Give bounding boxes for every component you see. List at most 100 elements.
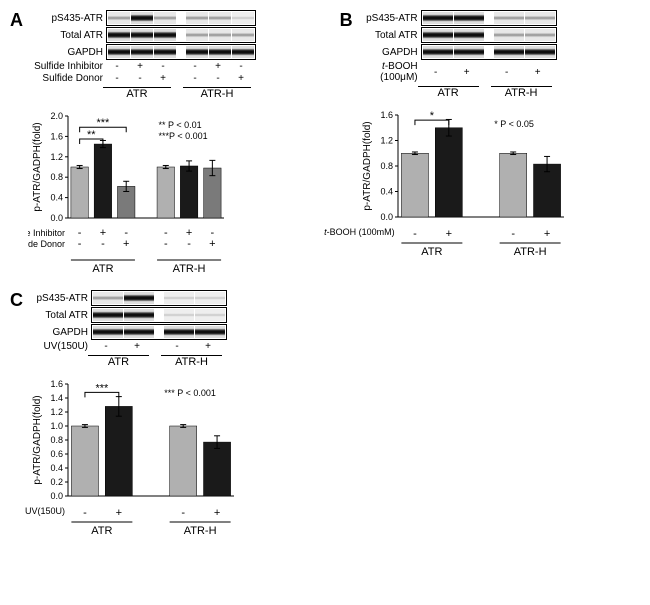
svg-text:***: *** <box>95 382 109 394</box>
treatment-value: - <box>184 73 206 84</box>
blot-band <box>131 46 153 58</box>
treatment-value: + <box>193 341 223 352</box>
blot-band <box>93 292 123 304</box>
blot-lanes <box>421 10 557 26</box>
group-label: ATR <box>88 356 149 368</box>
svg-text:1.4: 1.4 <box>50 393 63 403</box>
treatment-value: - <box>106 61 128 72</box>
svg-text:1.2: 1.2 <box>50 407 63 417</box>
panel-a-label: A <box>10 10 23 31</box>
blot-band <box>525 46 555 58</box>
svg-text:** P < 0.01: ** P < 0.01 <box>158 120 201 130</box>
group-label: ATR <box>103 88 171 100</box>
blot-lanes <box>91 324 227 340</box>
bar-chart: 0.00.40.81.21.62.0p-ATR/GADPH(fold)*****… <box>28 108 228 228</box>
svg-text:1.0: 1.0 <box>50 421 63 431</box>
treatment-value: + <box>129 61 151 72</box>
figure: A pS435-ATR Total ATR GAPDH Sulfide Inhibit… <box>10 10 640 546</box>
blot-band <box>93 326 123 338</box>
panel-c: C pS435-ATRTotal ATRGAPDHUV(150U)-+-+ATR… <box>10 290 348 546</box>
svg-text:-: - <box>413 228 417 240</box>
blot-band <box>154 46 176 58</box>
bar <box>401 153 428 217</box>
treatment-value: - <box>492 67 522 78</box>
svg-text:-: - <box>164 238 168 250</box>
svg-text:ATR-H: ATR-H <box>184 525 217 537</box>
blot-band <box>454 46 484 58</box>
blot-band <box>494 29 524 41</box>
treatment-value: + <box>207 61 229 72</box>
svg-text:+: + <box>543 228 549 240</box>
treatment-value: - <box>91 341 121 352</box>
blot-band <box>232 12 254 24</box>
svg-text:* P < 0.05: * P < 0.05 <box>494 119 534 129</box>
svg-text:Sulfide Inhibitor: Sulfide Inhibitor <box>28 228 65 238</box>
svg-text:2.0: 2.0 <box>50 111 63 121</box>
svg-text:*: * <box>429 110 434 122</box>
treatment-value: - <box>230 61 252 72</box>
svg-text:ATR: ATR <box>91 525 112 537</box>
blot-label: pS435-ATR <box>358 13 421 24</box>
svg-text:1.6: 1.6 <box>50 131 63 141</box>
blot-band <box>525 12 555 24</box>
svg-text:1.6: 1.6 <box>50 379 63 389</box>
svg-text:0.4: 0.4 <box>50 193 63 203</box>
blot-band <box>154 29 176 41</box>
blot-lanes <box>106 10 256 26</box>
blot-lanes <box>91 307 227 323</box>
bar <box>170 426 197 496</box>
svg-text:**: ** <box>87 129 96 141</box>
svg-text:1.2: 1.2 <box>380 136 393 146</box>
svg-text:+: + <box>209 238 215 250</box>
svg-text:***: *** <box>97 117 111 129</box>
svg-text:-: - <box>101 238 105 250</box>
svg-text:1.2: 1.2 <box>50 152 63 162</box>
svg-text:p-ATR/GADPH(fold): p-ATR/GADPH(fold) <box>362 121 373 210</box>
blot-band <box>186 29 208 41</box>
blot-band <box>423 12 453 24</box>
bar <box>94 144 111 218</box>
blot-lanes <box>421 27 557 43</box>
svg-text:Sulfide Donor: Sulfide Donor <box>28 239 65 249</box>
svg-text:p-ATR/GADPH(fold): p-ATR/GADPH(fold) <box>32 395 43 484</box>
blot-band <box>454 12 484 24</box>
svg-text:-: - <box>511 228 515 240</box>
panel-b: B pS435-ATRTotal ATRGAPDHt-BOOH (100μM)-… <box>340 10 640 278</box>
blot-band <box>164 309 194 321</box>
panel-a: A pS435-ATRTotal ATRGAPDHSulfide Inhibit… <box>10 10 340 278</box>
svg-text:*** P < 0.001: *** P < 0.001 <box>164 388 216 398</box>
svg-text:-: - <box>187 238 191 250</box>
treatment-value: + <box>523 67 553 78</box>
bar <box>435 128 462 217</box>
svg-text:+: + <box>123 238 129 250</box>
svg-text:+: + <box>116 507 122 519</box>
treatment-label: UV(150U) <box>15 506 65 516</box>
blot-band <box>131 12 153 24</box>
blot-label: Total ATR <box>28 30 106 41</box>
treatment-value: + <box>452 67 482 78</box>
blot-band <box>454 29 484 41</box>
panel-c-label: C <box>10 290 23 311</box>
blot-label: GAPDH <box>28 327 91 338</box>
blot-band <box>108 29 130 41</box>
svg-text:0.0: 0.0 <box>50 213 63 223</box>
blot-band <box>164 292 194 304</box>
treatment-value: + <box>152 73 174 84</box>
blot-band <box>108 46 130 58</box>
bar <box>180 166 197 218</box>
blot-band <box>154 12 176 24</box>
blot-band <box>232 46 254 58</box>
svg-text:0.8: 0.8 <box>380 161 393 171</box>
blot-band <box>131 29 153 41</box>
treatment-value: - <box>207 73 229 84</box>
treatment-value: - <box>421 67 451 78</box>
treatment-value: + <box>230 73 252 84</box>
blot-band <box>209 29 231 41</box>
blot-label: pS435-ATR <box>28 293 91 304</box>
bar <box>157 167 174 218</box>
svg-text:+: + <box>214 507 220 519</box>
treatment-value: - <box>162 341 192 352</box>
svg-text:0.2: 0.2 <box>50 477 63 487</box>
svg-text:ATR-H: ATR-H <box>173 263 206 275</box>
blot-band <box>209 46 231 58</box>
